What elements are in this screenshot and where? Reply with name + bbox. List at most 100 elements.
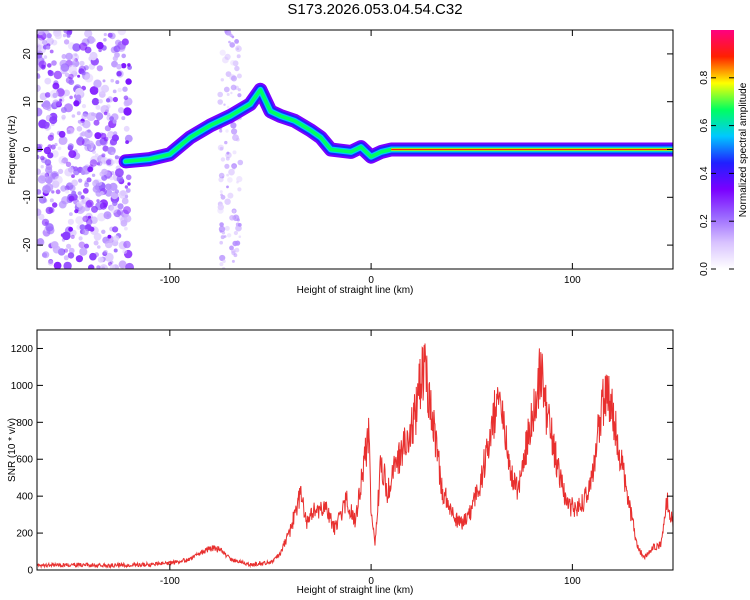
noise-blob [65,189,70,194]
noise-blob [111,60,118,68]
noise-blob [117,41,127,50]
noise-blob [236,54,241,59]
noise-blob [49,89,59,99]
colorbar-gradient [711,30,734,269]
spectrogram-xlabel: Height of straight line (km) [297,285,414,296]
noise-blob [220,235,225,240]
noise-blob [123,107,132,116]
noise-blob [37,238,45,247]
noise-blob [80,195,85,200]
noise-blob [227,177,233,183]
noise-blob [112,226,119,233]
noise-blob [101,266,106,269]
noise-blob [89,159,98,167]
noise-blob [125,78,132,85]
noise-blob [69,185,76,192]
y-tick-label: 600 [16,455,33,466]
noise-blob [221,231,226,235]
noise-blob [92,38,96,43]
noise-blob [51,60,57,66]
y-tick-label: 1200 [11,344,34,355]
y-tick-label: 20 [22,48,33,60]
x-tick-label: 100 [564,275,581,286]
noise-blob [231,164,237,169]
noise-blob [238,235,242,238]
y-tick-label: -20 [22,237,33,252]
noise-blob [103,250,108,255]
noise-blob [118,260,127,269]
noise-blob [73,100,80,107]
noise-blob [68,73,74,80]
noise-blob [73,168,80,176]
y-tick-label: 800 [16,418,33,429]
noise-blob [43,55,48,59]
noise-blob [107,234,112,239]
noise-blob [109,176,114,181]
noise-blob [51,190,55,194]
noise-blob [93,232,102,241]
noise-blob [114,155,119,160]
noise-blob [224,225,230,231]
noise-blob [229,215,235,221]
noise-blob [49,49,54,54]
noise-blob [53,261,62,269]
noise-blob [121,62,127,69]
noise-blob [97,160,103,167]
noise-blob [85,199,94,208]
noise-blob [109,116,114,121]
y-tick-label: 0 [27,566,33,577]
noise-blob [68,247,75,254]
noise-blob [50,144,56,150]
noise-blob [114,52,120,58]
noise-blob [72,43,81,52]
noise-blob [49,198,54,203]
noise-blob [82,188,89,194]
noise-blob [112,89,117,94]
colorbar-tick-label: 0.2 [699,214,710,228]
noise-blob [234,39,240,44]
noise-blob [68,150,77,159]
noise-blob [89,52,98,61]
noise-blob [45,166,53,174]
noise-blob [44,159,52,166]
noise-blob [48,207,55,214]
noise-blob [228,168,235,176]
x-tick-label: 0 [368,576,374,587]
noise-blob [230,84,237,91]
noise-blob [87,129,91,133]
noise-blob [223,103,226,106]
noise-blob [107,132,113,138]
colorbar-tick-label: 0.6 [699,118,710,132]
snr-plot-area [37,330,673,570]
noise-blob [55,189,61,195]
noise-blob [74,209,79,214]
noise-blob [77,74,81,78]
noise-blob [86,177,92,183]
noise-blob [52,202,58,208]
noise-blob [76,94,82,100]
noise-blob [37,37,44,47]
noise-blob [52,82,60,90]
noise-blob [220,193,224,197]
colorbar-tick-label: 0.0 [699,262,710,276]
noise-blob [47,69,53,75]
noise-blob [84,243,89,249]
noise-blob [37,154,40,160]
noise-blob [105,171,111,177]
noise-blob [64,72,70,78]
noise-blob [67,252,75,259]
noise-blob [110,46,118,54]
noise-blob [116,71,122,77]
noise-blob [47,260,54,266]
noise-blob [115,80,120,85]
noise-blob [37,168,41,175]
noise-blob [95,104,101,110]
noise-blob [113,248,118,253]
noise-blob [117,203,124,210]
x-tick-label: 0 [368,275,374,286]
noise-blob [237,223,242,227]
noise-blob [68,195,75,202]
noise-blob [46,45,51,50]
x-tick-label: -100 [160,275,180,286]
